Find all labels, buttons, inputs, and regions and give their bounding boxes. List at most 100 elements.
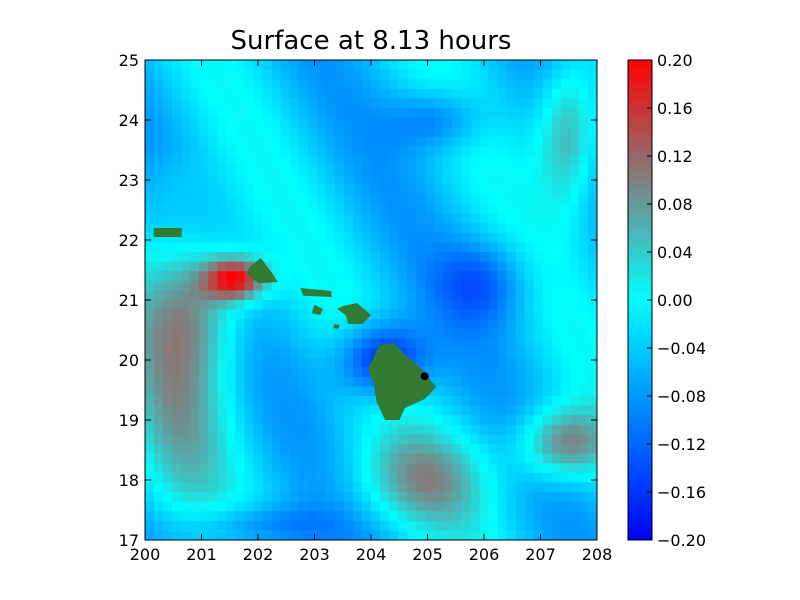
heatmap-cell: [145, 98, 155, 109]
heatmap-cell: [452, 338, 462, 349]
heatmap-cell: [244, 424, 255, 435]
heatmap-cell: [560, 405, 571, 416]
heatmap-cell: [298, 280, 309, 291]
heatmap-cell: [289, 194, 300, 205]
heatmap-cell: [145, 252, 155, 263]
heatmap-cell: [334, 309, 345, 320]
heatmap-cell: [470, 136, 481, 147]
heatmap-cell: [325, 319, 336, 330]
heatmap-cell: [199, 501, 209, 512]
heatmap-cell: [461, 165, 472, 176]
heatmap-cell: [569, 309, 580, 320]
heatmap-cell: [145, 530, 155, 540]
heatmap-cell: [533, 204, 544, 215]
heatmap-cell: [190, 300, 200, 311]
heatmap-cell: [389, 213, 399, 224]
heatmap-cell: [443, 530, 453, 540]
heatmap-cell: [443, 117, 453, 128]
heatmap-cell: [434, 88, 444, 99]
heatmap-cell: [361, 98, 372, 109]
heatmap-cell: [280, 98, 291, 109]
heatmap-cell: [515, 396, 526, 407]
heatmap-cell: [163, 127, 173, 138]
heatmap-cell: [542, 319, 553, 330]
heatmap-cell: [172, 60, 182, 71]
heatmap-cell: [352, 60, 363, 71]
heatmap-cell: [289, 204, 300, 215]
heatmap-cell: [316, 60, 327, 71]
heatmap-cell: [271, 376, 282, 387]
heatmap-cell: [380, 69, 390, 80]
heatmap-cell: [497, 492, 508, 503]
heatmap-cell: [217, 453, 227, 464]
heatmap-cell: [452, 252, 462, 263]
heatmap-cell: [262, 405, 273, 416]
heatmap-cell: [479, 280, 490, 291]
heatmap-cell: [334, 367, 345, 378]
heatmap-cell: [343, 453, 354, 464]
heatmap-cell: [434, 453, 444, 464]
heatmap-cell: [515, 463, 526, 474]
heatmap-cell: [533, 280, 544, 291]
heatmap-cell: [380, 328, 390, 339]
heatmap-cell: [343, 290, 354, 301]
heatmap-cell: [407, 60, 417, 71]
heatmap-cell: [154, 367, 164, 378]
heatmap-cell: [154, 386, 164, 397]
x-tick-label: 207: [525, 545, 556, 564]
heatmap-cell: [488, 204, 499, 215]
heatmap-cell: [398, 136, 408, 147]
heatmap-cell: [425, 79, 435, 90]
heatmap-cell: [452, 367, 462, 378]
heatmap-cell: [361, 280, 372, 291]
heatmap-cell: [380, 261, 390, 272]
heatmap-cell: [497, 357, 508, 368]
heatmap-cell: [289, 98, 300, 109]
heatmap-cell: [298, 88, 309, 99]
heatmap-cell: [280, 444, 291, 455]
heatmap-cell: [497, 463, 508, 474]
heatmap-cell: [515, 482, 526, 493]
heatmap-cell: [190, 405, 200, 416]
heatmap-cell: [199, 453, 209, 464]
heatmap-cell: [172, 127, 182, 138]
heatmap-cell: [569, 530, 580, 540]
heatmap-cell: [190, 261, 200, 272]
heatmap-cell: [488, 319, 499, 330]
heatmap-cell: [181, 261, 191, 272]
heatmap-cell: [506, 194, 517, 205]
gauge-point: [420, 372, 429, 381]
heatmap-cell: [145, 127, 155, 138]
heatmap-cell: [551, 146, 562, 157]
heatmap-cell: [434, 348, 444, 359]
heatmap-cell: [551, 165, 562, 176]
heatmap-cell: [551, 98, 562, 109]
heatmap-cell: [533, 501, 544, 512]
heatmap-cell: [515, 444, 526, 455]
heatmap-cell: [560, 396, 571, 407]
heatmap-cell: [145, 482, 155, 493]
heatmap-cell: [154, 348, 164, 359]
heatmap-cell: [253, 444, 264, 455]
heatmap-cell: [343, 98, 354, 109]
heatmap-cell: [569, 60, 580, 71]
heatmap-cell: [343, 530, 354, 540]
heatmap-cell: [524, 290, 535, 301]
heatmap-cell: [199, 146, 209, 157]
heatmap-cell: [425, 69, 435, 80]
heatmap-cell: [325, 252, 336, 263]
heatmap-cell: [488, 136, 499, 147]
heatmap-cell: [551, 482, 562, 493]
heatmap-cell: [461, 98, 472, 109]
heatmap-cell: [334, 79, 345, 90]
heatmap-cell: [407, 300, 417, 311]
heatmap-cell: [235, 223, 246, 234]
heatmap-cell: [551, 108, 562, 119]
heatmap-cell: [208, 194, 218, 205]
heatmap-cell: [452, 328, 462, 339]
heatmap-cell: [470, 405, 481, 416]
heatmap-cell: [452, 156, 462, 167]
heatmap-cell: [172, 386, 182, 397]
heatmap-cell: [145, 108, 155, 119]
heatmap-cell: [461, 367, 472, 378]
